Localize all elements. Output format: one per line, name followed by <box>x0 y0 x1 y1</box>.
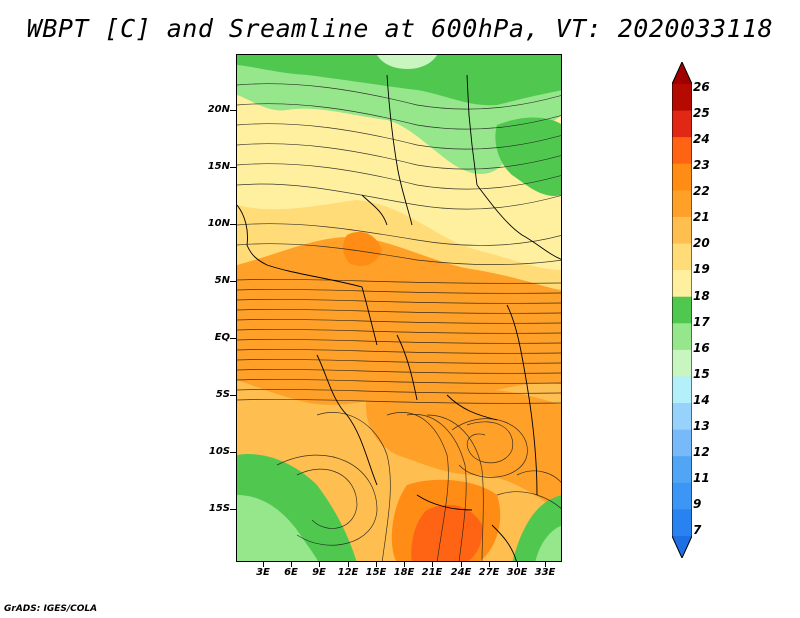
lon-tick <box>263 562 264 567</box>
colorbar-swatch <box>672 296 692 324</box>
lat-tick <box>230 395 236 396</box>
colorbar-swatch <box>672 323 692 351</box>
map-panel <box>236 54 562 562</box>
colorbar-label: 11 <box>693 471 710 485</box>
field-pale-top <box>377 55 437 69</box>
lon-label: 33E <box>534 567 556 578</box>
field-sahel <box>237 200 561 290</box>
lon-label: 15E <box>365 567 387 578</box>
colorbar-swatch <box>672 482 692 510</box>
colorbar-label: 16 <box>693 341 710 355</box>
field-lightgreen-southwest <box>237 495 318 561</box>
colorbar-label: 12 <box>693 445 710 459</box>
lat-tick <box>230 110 236 111</box>
colorbar-label: 22 <box>693 184 710 198</box>
lat-label: 15N <box>207 161 230 172</box>
streamlines <box>237 83 561 561</box>
colorbar-swatch <box>672 137 692 165</box>
lon-label: 12E <box>337 567 359 578</box>
lat-label: 10N <box>207 218 230 229</box>
lon-label: 30E <box>506 567 528 578</box>
lat-label: 5N <box>214 275 230 286</box>
colorbar-swatch <box>672 163 692 191</box>
field-lightgreen-southeast <box>535 525 561 561</box>
lon-tick <box>545 562 546 567</box>
colorbar-swatch <box>672 216 692 245</box>
colorbar-swatch <box>672 536 692 558</box>
lon-label: 21E <box>421 567 443 578</box>
colorbar-swatch <box>672 456 692 484</box>
field-green-northeast <box>495 117 561 196</box>
colorbar-label: 9 <box>693 497 702 511</box>
colorbar-label: 24 <box>693 132 710 146</box>
colorbar-label: 17 <box>693 315 710 329</box>
colorbar-swatch <box>672 243 692 271</box>
lat-label: 10S <box>208 446 230 457</box>
colorbar-label: 13 <box>693 419 710 433</box>
lon-label: 24E <box>450 567 472 578</box>
lon-label: 18E <box>393 567 415 578</box>
colorbar-label: 20 <box>693 236 710 250</box>
field-hotspot-center <box>343 231 382 267</box>
lon-tick <box>461 562 462 567</box>
lon-tick <box>376 562 377 567</box>
colorbar-swatch <box>672 429 692 457</box>
colorbar-label: 26 <box>693 80 710 94</box>
colorbar-segments <box>672 62 692 558</box>
lat-label: 5S <box>215 389 230 400</box>
lat-tick <box>230 452 236 453</box>
lon-tick <box>404 562 405 567</box>
colorbar-swatch <box>672 84 692 112</box>
lat-tick <box>230 281 236 282</box>
lat-label: 20N <box>207 104 230 115</box>
lon-label: 9E <box>312 567 326 578</box>
lon-label: 3E <box>256 567 270 578</box>
colorbar-swatch <box>672 110 692 138</box>
map-field <box>237 55 561 561</box>
colorbar-label: 15 <box>693 367 710 381</box>
colorbar <box>672 62 692 558</box>
colorbar-label: 14 <box>693 393 710 407</box>
colorbar-swatch <box>672 62 692 84</box>
lat-label: 15S <box>208 503 230 514</box>
colorbar-swatch <box>672 270 692 298</box>
colorbar-label: 18 <box>693 289 710 303</box>
lat-tick <box>230 167 236 168</box>
colorbar-label: 21 <box>693 210 710 224</box>
colorbar-label: 25 <box>693 106 710 120</box>
colorbar-label: 19 <box>693 262 710 276</box>
colorbar-swatch <box>672 403 692 431</box>
lon-label: 27E <box>478 567 500 578</box>
map-title: WBPT [C] and Sreamline at 600hPa, VT: 20… <box>26 14 774 43</box>
lat-tick <box>230 338 236 339</box>
lon-tick <box>432 562 433 567</box>
lon-tick <box>291 562 292 567</box>
colorbar-label: 23 <box>693 158 710 172</box>
lat-tick <box>230 509 236 510</box>
colorbar-swatch <box>672 349 692 377</box>
colorbar-swatch <box>672 509 692 537</box>
lat-tick <box>230 224 236 225</box>
colorbar-label: 7 <box>693 523 702 537</box>
footer-credit: GrADS: IGES/COLA <box>4 604 98 614</box>
lon-tick <box>348 562 349 567</box>
field-green-north-deep <box>237 55 561 106</box>
field-south-orange <box>366 390 561 514</box>
country-borders <box>237 74 561 561</box>
field-hotspot-core <box>411 505 483 561</box>
lon-tick <box>319 562 320 567</box>
lat-label: EQ <box>214 332 230 343</box>
lon-tick <box>517 562 518 567</box>
colorbar-swatch <box>672 190 692 218</box>
colorbar-swatch <box>672 376 692 404</box>
lon-tick <box>489 562 490 567</box>
lon-label: 6E <box>284 567 298 578</box>
